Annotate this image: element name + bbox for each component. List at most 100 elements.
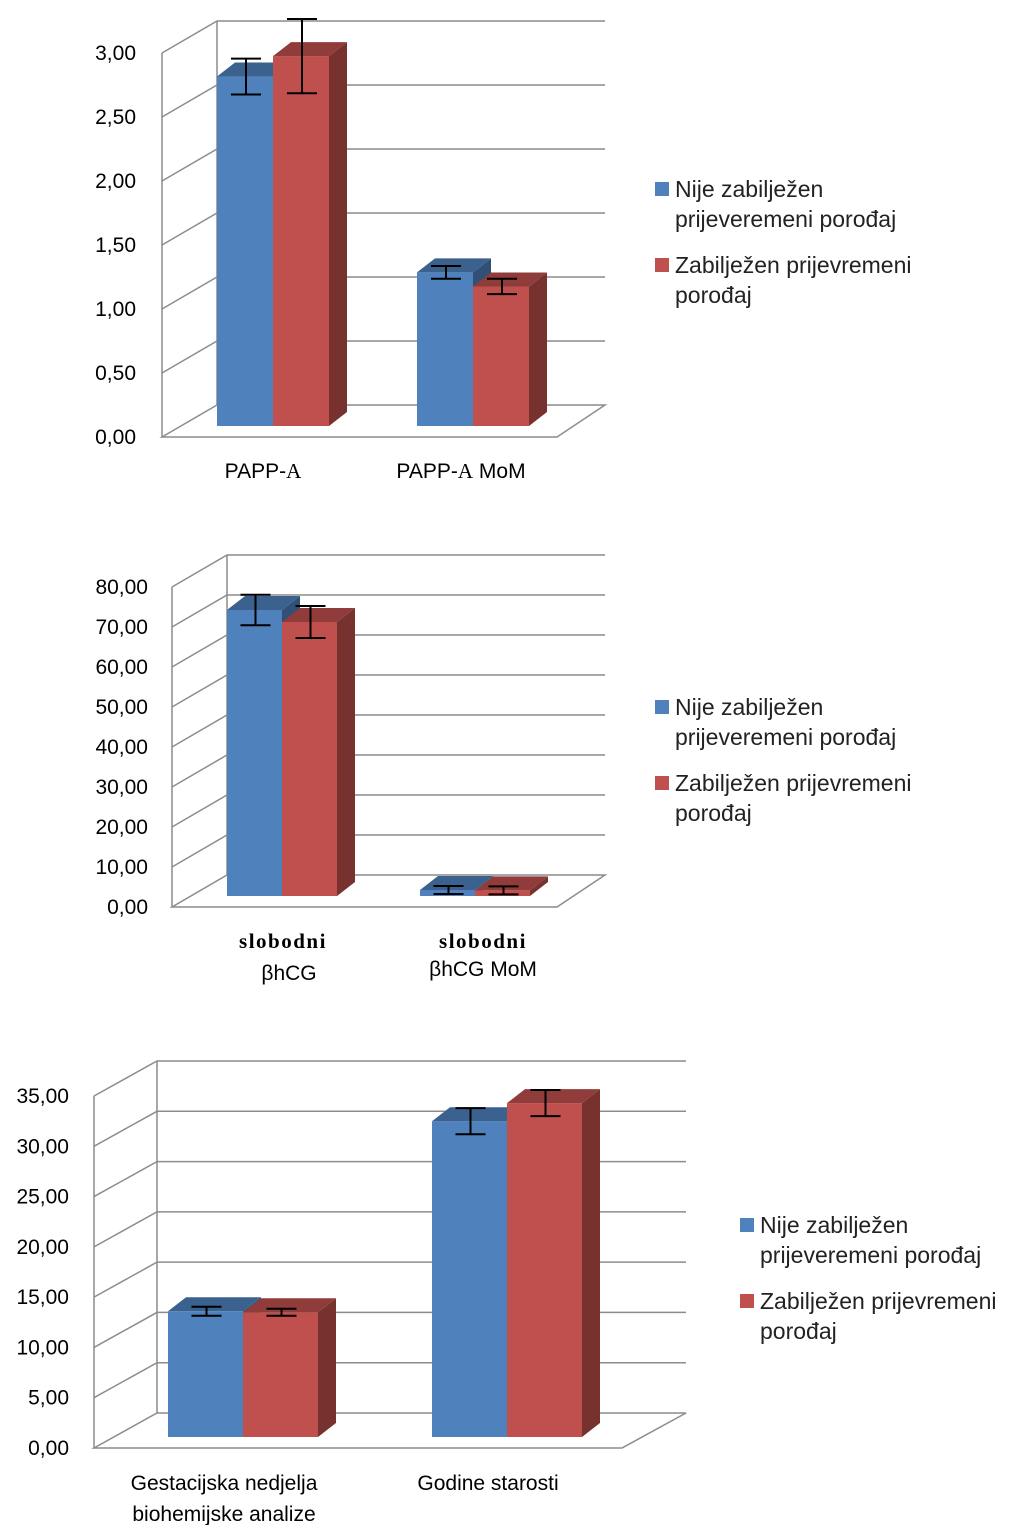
legend-label: Nije zabilježen prijeveremeni porođaj: [760, 1210, 981, 1270]
legend-swatch: [655, 776, 669, 790]
bar-top: [282, 608, 355, 622]
x-category-label: PAPP-A: [225, 459, 302, 483]
legend-swatch: [655, 182, 669, 196]
y-tick-label: 20,00: [16, 1236, 69, 1259]
bar-top: [227, 596, 300, 610]
legend-label-line: prijeveremeni porođaj: [675, 206, 897, 232]
y-tick-label: 0,50: [95, 362, 136, 385]
x-category-label-part: A: [458, 459, 474, 483]
gridline: [161, 20, 605, 54]
error-bar: [266, 1307, 297, 1317]
bar-top: [432, 1107, 525, 1122]
error-bar: [231, 57, 261, 96]
floor-plane: [169, 874, 608, 908]
y-tick-label: 1,50: [95, 234, 136, 257]
error-bar: [295, 605, 326, 639]
error-bar: [455, 1107, 486, 1136]
bar-front: [473, 286, 529, 426]
chart-gestation-age-plot: 0,00 5,00 10,00 15,00 20,00 25,00 30,00 35,00 Ge…: [16, 1060, 687, 1525]
legend-entry: Zabilježen prijevremeni porođaj: [740, 1286, 997, 1346]
bar-top: [273, 42, 347, 57]
chart-free-bhcg: 0,00 10,00 20,00 30,00 40,00 50,00 60,00 70,00 8…: [0, 525, 1025, 995]
x-category-label-part: PAPP-: [396, 460, 457, 483]
error-bar: [431, 265, 461, 280]
error-bar: [240, 593, 271, 627]
error-bar: [487, 277, 517, 296]
legend-label: Zabilježen prijevremeni porođaj: [675, 250, 912, 310]
legend-free-bhcg: Nije zabilježen prijeveremeni porođaj Zabi…: [655, 692, 912, 844]
x-category-label: PAPP-A MoM: [396, 459, 525, 483]
bar-side: [582, 1089, 600, 1437]
bar-front: [507, 1103, 582, 1437]
chart-gestation-age: 0,00 5,00 10,00 15,00 20,00 25,00 30,00 35,00 Ge…: [0, 1020, 1025, 1525]
legend-label: Nije zabilježen prijeveremeni porođaj: [675, 692, 896, 752]
bar-front: [217, 76, 273, 426]
y-tick-label: 35,00: [16, 1085, 69, 1108]
y-tick-label: 1,00: [95, 298, 136, 321]
x-category-label-part: PAPP-: [225, 460, 286, 483]
y-tick-label: 50,00: [95, 696, 148, 719]
y-tick-label: 0,00: [95, 426, 136, 449]
x-category-label: Godine starosti: [417, 1472, 558, 1495]
legend-label: Nije zabilježen prijeveremeni porođaj: [675, 174, 896, 234]
y-tick-label: 3,00: [95, 42, 136, 65]
bar: [507, 1089, 600, 1437]
bar-top: [168, 1297, 261, 1312]
bar-front: [432, 1121, 507, 1437]
bar-side: [530, 876, 548, 896]
bar-side: [529, 272, 547, 426]
gridline: [171, 554, 605, 588]
bar-front: [417, 272, 473, 426]
bar-front: [243, 1312, 318, 1437]
chart-papp-a: 0,00 0,50 1,00 1,50 2,00 2,50 3,00 PAPP-A PAPP-A…: [0, 0, 1025, 500]
y-tick-label: 10,00: [16, 1336, 69, 1359]
bar: [243, 1298, 336, 1437]
bar: [473, 272, 547, 426]
legend-entry: Zabilježen prijevremeni porođaj: [655, 250, 912, 310]
legend-label-line: Zabilježen prijevremeni: [760, 1288, 997, 1314]
y-tick-label: 25,00: [16, 1186, 69, 1209]
x-category-label: βhCG MoM: [429, 958, 537, 981]
y-tick-label: 80,00: [95, 576, 148, 599]
y-tick-label: 30,00: [16, 1135, 69, 1158]
error-bar: [530, 1089, 561, 1118]
y-tick-label: 10,00: [95, 856, 148, 879]
legend-label: Zabilježen prijevremeni porođaj: [760, 1286, 997, 1346]
floor-plane: [159, 404, 608, 438]
y-tick-label: 60,00: [95, 656, 148, 679]
legend-label-line: porođaj: [675, 282, 752, 308]
y-tick-label: 5,00: [28, 1387, 69, 1410]
x-category-label: βhCG: [261, 962, 316, 985]
legend-entry: Nije zabilježen prijeveremeni porođaj: [740, 1210, 997, 1270]
legend-entry: Zabilježen prijevremeni porođaj: [655, 768, 912, 828]
legend-swatch: [655, 700, 669, 714]
legend-label-line: Nije zabilježen: [675, 176, 824, 202]
y-tick-label: 30,00: [95, 776, 148, 799]
error-bar: [191, 1305, 222, 1317]
x-category-label: Gestacijska nedjelja: [131, 1472, 318, 1495]
legend-entry: Nije zabilježen prijeveremeni porođaj: [655, 692, 912, 752]
legend-swatch: [655, 258, 669, 272]
bar-top: [243, 1298, 336, 1313]
y-tick-label: 2,00: [95, 170, 136, 193]
legend-papp-a: Nije zabilježen prijeveremeni porođaj Zabi…: [655, 174, 912, 326]
legend-label-line: prijeveremeni porođaj: [675, 724, 897, 750]
bar-side: [329, 42, 347, 426]
chart-free-bhcg-plot: 0,00 10,00 20,00 30,00 40,00 50,00 60,00 70,00 8…: [95, 554, 608, 985]
legend-swatch: [740, 1218, 754, 1232]
legend-label-line: Zabilježen prijevremeni: [675, 770, 912, 796]
bar-front: [282, 622, 337, 896]
y-tick-label: 0,00: [107, 896, 148, 919]
x-category-label: biohemijske analize: [132, 1503, 315, 1525]
bar-top: [217, 62, 291, 77]
x-category-label: slobodni: [239, 929, 327, 953]
bar-front: [273, 56, 329, 427]
y-tick-label: 0,00: [28, 1437, 69, 1460]
x-category-label-part: MoM: [473, 460, 526, 483]
y-tick-label: 20,00: [95, 816, 148, 839]
bar-side: [318, 1298, 336, 1437]
legend-gestation-age: Nije zabilježen prijeveremeni porođaj Zabi…: [740, 1210, 997, 1362]
bar-side: [337, 608, 355, 896]
x-category-label-part: A: [286, 459, 302, 483]
